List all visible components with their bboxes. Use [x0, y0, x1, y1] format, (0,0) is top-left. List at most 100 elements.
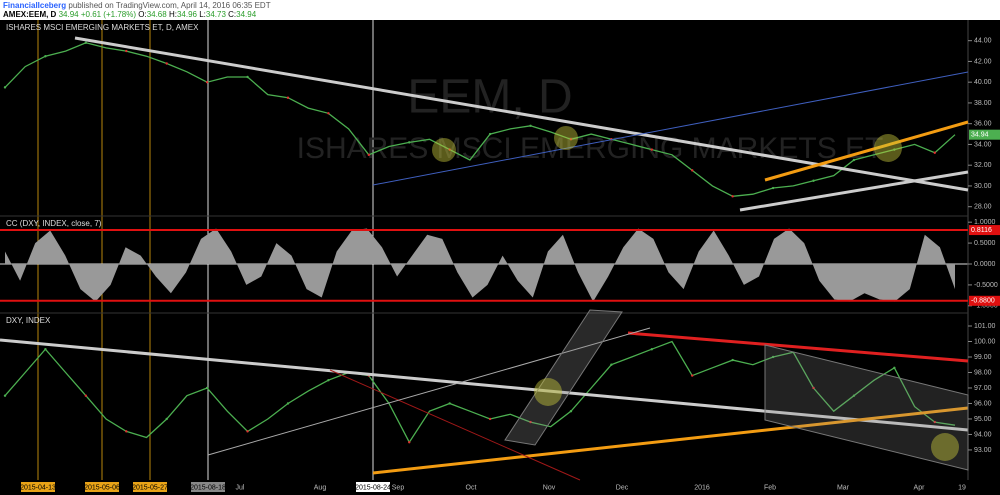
price-point: [286, 402, 290, 405]
y-tick-label: 97.00: [974, 385, 992, 392]
y-tick-label: 1.0000: [974, 219, 996, 226]
high: 34.96: [177, 10, 198, 19]
price-point: [488, 132, 492, 136]
marker-bg: [191, 482, 225, 492]
pane-title: DXY, INDEX: [6, 316, 51, 325]
price-point: [44, 55, 47, 58]
marker-label: 2015-05-06: [84, 484, 120, 491]
y-tick-label: 101.00: [974, 323, 996, 330]
highlight: [874, 134, 902, 162]
price-point: [529, 420, 532, 424]
y-tick-label: 32.00: [974, 162, 992, 169]
symbol: AMEX:EEM, D: [3, 10, 57, 19]
marker-bg: [133, 482, 167, 492]
price-point: [205, 386, 209, 390]
price-point: [165, 62, 168, 65]
trendline: [207, 327, 651, 456]
header-bg: [0, 0, 1000, 20]
symbol-line: AMEX:EEM, D 34.94 +0.61 (+1.78%) O:34.68…: [3, 10, 257, 19]
price-point: [650, 148, 654, 151]
price-point: [933, 420, 936, 424]
y-tick-label: 38.00: [974, 100, 992, 107]
price-point: [691, 169, 694, 172]
published: published on TradingView.com, April 14, …: [68, 1, 270, 10]
y-tick-label: 98.00: [974, 369, 992, 376]
marker-bg: [356, 482, 390, 492]
trendline: [372, 71, 969, 186]
close: 34.94: [236, 10, 257, 19]
price-point: [529, 124, 532, 127]
price-point: [125, 49, 128, 53]
watermark: EEM, D: [407, 71, 572, 124]
y-tick-label: 96.00: [974, 400, 992, 407]
open: 34.68: [147, 10, 168, 19]
price-point: [448, 402, 451, 405]
x-tick-label: 2016: [694, 484, 710, 491]
y-tick-label: 44.00: [974, 38, 992, 45]
price-point: [3, 394, 7, 397]
y-tick-label: 40.00: [974, 79, 992, 86]
price-point: [933, 151, 936, 154]
price-point: [327, 112, 330, 115]
highlight: [931, 433, 959, 461]
trendline: [0, 338, 969, 432]
trendline: [764, 120, 969, 182]
price-point: [286, 96, 290, 99]
price-point: [852, 394, 856, 397]
highlight: [554, 126, 578, 150]
price-point: [205, 80, 209, 84]
price-point: [771, 355, 775, 359]
y-tick-label: 0.0000: [974, 261, 996, 268]
marker-label: 2015-05-27: [132, 484, 168, 491]
y-tick-label: 0.5000: [974, 240, 996, 247]
price-point: [650, 348, 654, 351]
price-point: [246, 430, 249, 433]
marker-label: 2015-08-18: [190, 484, 226, 491]
marker-label: 2015-04-13: [20, 484, 56, 491]
trendline: [329, 369, 581, 481]
marker-bg: [21, 482, 55, 492]
price-point: [327, 379, 330, 382]
x-tick-label: Oct: [466, 484, 477, 491]
trendline: [372, 406, 969, 475]
price-point: [488, 417, 492, 421]
x-tick-label: Mar: [837, 484, 850, 491]
level-box: [969, 295, 1000, 306]
area: [5, 228, 955, 302]
channel: [764, 344, 969, 471]
price-point: [408, 440, 411, 444]
marker-label: 2015-08-24: [355, 484, 391, 491]
price-point: [3, 86, 7, 89]
price-point: [44, 348, 47, 351]
x-tick-label: Feb: [764, 484, 776, 491]
change: +0.61 (+1.78%): [81, 10, 136, 19]
trendline: [74, 36, 969, 192]
channel: [504, 309, 623, 446]
y-tick-label: 94.00: [974, 431, 992, 438]
price-point: [367, 153, 371, 157]
price-point: [246, 75, 249, 79]
price-line: [4, 42, 956, 197]
price-point: [165, 417, 168, 421]
price-point: [852, 158, 856, 162]
price-point: [771, 186, 775, 190]
y-tick-label: -0.5000: [974, 282, 998, 289]
author[interactable]: FinancialIceberg: [3, 1, 66, 10]
price-point: [408, 141, 411, 144]
level-label: 0.8116: [971, 227, 992, 234]
h-label: H:: [169, 10, 177, 19]
price-point: [691, 374, 694, 377]
x-tick-label: Sep: [392, 484, 405, 491]
last-box: [969, 129, 1000, 140]
y-tick-label: 42.00: [974, 58, 992, 65]
y-tick-label: 36.00: [974, 121, 992, 128]
pane-title: ISHARES MSCI EMERGING MARKETS ET, D, AME…: [6, 23, 199, 32]
last: 34.94: [59, 10, 80, 19]
trendline: [739, 170, 969, 212]
price-point: [84, 394, 88, 397]
last-label: 34.94: [971, 132, 989, 139]
price-point: [731, 358, 734, 362]
highlight: [432, 138, 456, 162]
c-label: C:: [228, 10, 236, 19]
y-tick-label: 34.00: [974, 141, 992, 148]
